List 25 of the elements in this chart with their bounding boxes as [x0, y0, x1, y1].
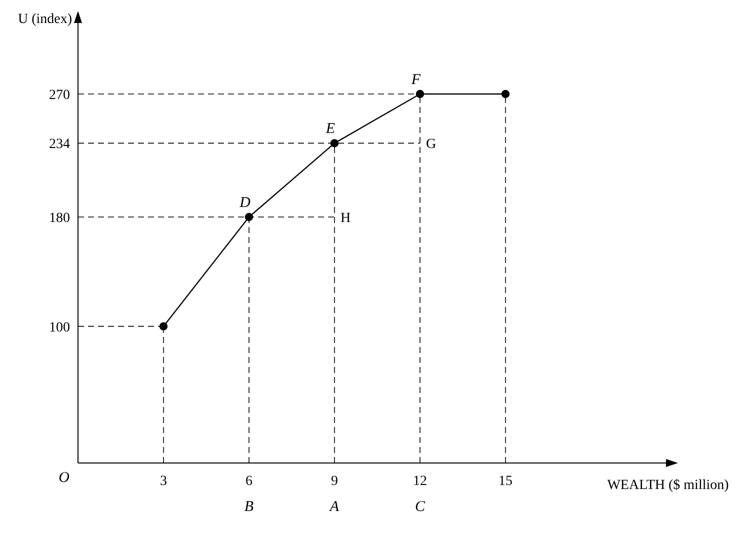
y-tick-label: 180 — [49, 210, 70, 226]
y-tick-label: 234 — [49, 137, 70, 152]
x-axis-title: WEALTH ($ million) — [607, 478, 730, 493]
point — [244, 212, 254, 222]
point — [159, 322, 168, 330]
annotation: F — [410, 72, 422, 88]
point — [501, 90, 510, 98]
point — [330, 139, 339, 148]
x-tick-label: 15 — [498, 474, 512, 489]
annotation: G — [426, 137, 436, 152]
x-tick-label: 12 — [413, 474, 427, 489]
x-tick-label: 6 — [246, 474, 252, 489]
annotation: B — [244, 499, 254, 515]
annotation: D — [238, 195, 251, 211]
annotation: H — [340, 211, 351, 226]
annotation: E — [324, 121, 336, 138]
y-tick-label: 100 — [49, 320, 70, 336]
y-tick-label: 270 — [49, 88, 70, 103]
annotation: C — [414, 499, 426, 515]
y-axis-title: U (index) — [18, 12, 72, 27]
x-tick-label: 9 — [331, 474, 338, 489]
annotation: A — [328, 499, 340, 515]
x-tick-label: 3 — [160, 474, 167, 489]
point — [416, 90, 424, 98]
text: O — [58, 470, 70, 486]
